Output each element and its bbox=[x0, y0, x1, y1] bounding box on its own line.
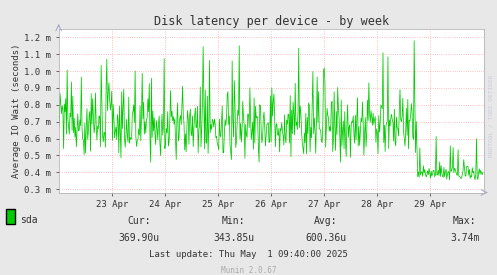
Text: Munin 2.0.67: Munin 2.0.67 bbox=[221, 266, 276, 274]
Text: Max:: Max: bbox=[453, 216, 477, 226]
Title: Disk latency per device - by week: Disk latency per device - by week bbox=[154, 15, 389, 28]
Text: Cur:: Cur: bbox=[127, 216, 151, 226]
Text: 600.36u: 600.36u bbox=[305, 233, 346, 243]
Text: 343.85u: 343.85u bbox=[213, 233, 254, 243]
Text: 369.90u: 369.90u bbox=[119, 233, 160, 243]
Text: RRDTOOL / TOBI OETIKER: RRDTOOL / TOBI OETIKER bbox=[489, 74, 494, 157]
Text: 3.74m: 3.74m bbox=[450, 233, 480, 243]
Text: Last update: Thu May  1 09:40:00 2025: Last update: Thu May 1 09:40:00 2025 bbox=[149, 250, 348, 259]
Text: sda: sda bbox=[20, 215, 37, 225]
Y-axis label: Average IO Wait (seconds): Average IO Wait (seconds) bbox=[12, 43, 21, 178]
Text: Avg:: Avg: bbox=[314, 216, 337, 226]
Text: Min:: Min: bbox=[222, 216, 246, 226]
